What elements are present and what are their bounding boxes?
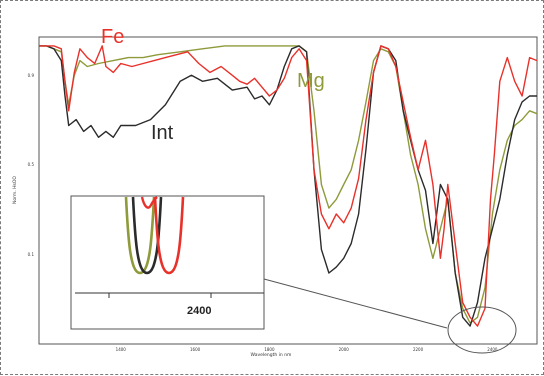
x-axis-label: Wavelength in nm	[251, 352, 292, 358]
x-tick-label: 1600	[190, 347, 201, 352]
series-label-int: Int	[151, 122, 174, 144]
y-axis-label: Norm. HsOO	[12, 176, 18, 204]
series-line-fe	[39, 45, 538, 327]
plot-area	[38, 36, 538, 345]
series-group	[39, 45, 538, 327]
x-tick-label: 2000	[339, 347, 350, 352]
x-tick-label: 2200	[413, 347, 424, 352]
inset-curve-int	[131, 196, 163, 275]
inset-zoom: 2400	[70, 195, 265, 330]
inset-curve-fe-shoulder	[140, 196, 158, 209]
series-label-fe: Fe	[101, 26, 124, 48]
inset-curve-mg	[124, 196, 156, 275]
series-label-mg: Mg	[297, 70, 325, 92]
x-ticks: 1400 1600 1800 2000 2200 2400	[116, 347, 498, 352]
zoom-ellipse	[447, 306, 517, 354]
y-tick-label: 0.1	[28, 252, 35, 257]
inset-box	[70, 195, 265, 330]
zoom-connector	[263, 278, 448, 329]
x-tick-label: 1800	[264, 347, 275, 352]
inset-tick-label: 2400	[187, 305, 211, 317]
inset-curve-fe	[153, 196, 185, 275]
x-tick-label: 2400	[487, 347, 498, 352]
y-tick-label: 0.9	[28, 73, 35, 78]
inset-curves	[124, 196, 185, 275]
x-tick-label: 1400	[116, 347, 127, 352]
y-tick-label: 0.5	[28, 162, 35, 167]
